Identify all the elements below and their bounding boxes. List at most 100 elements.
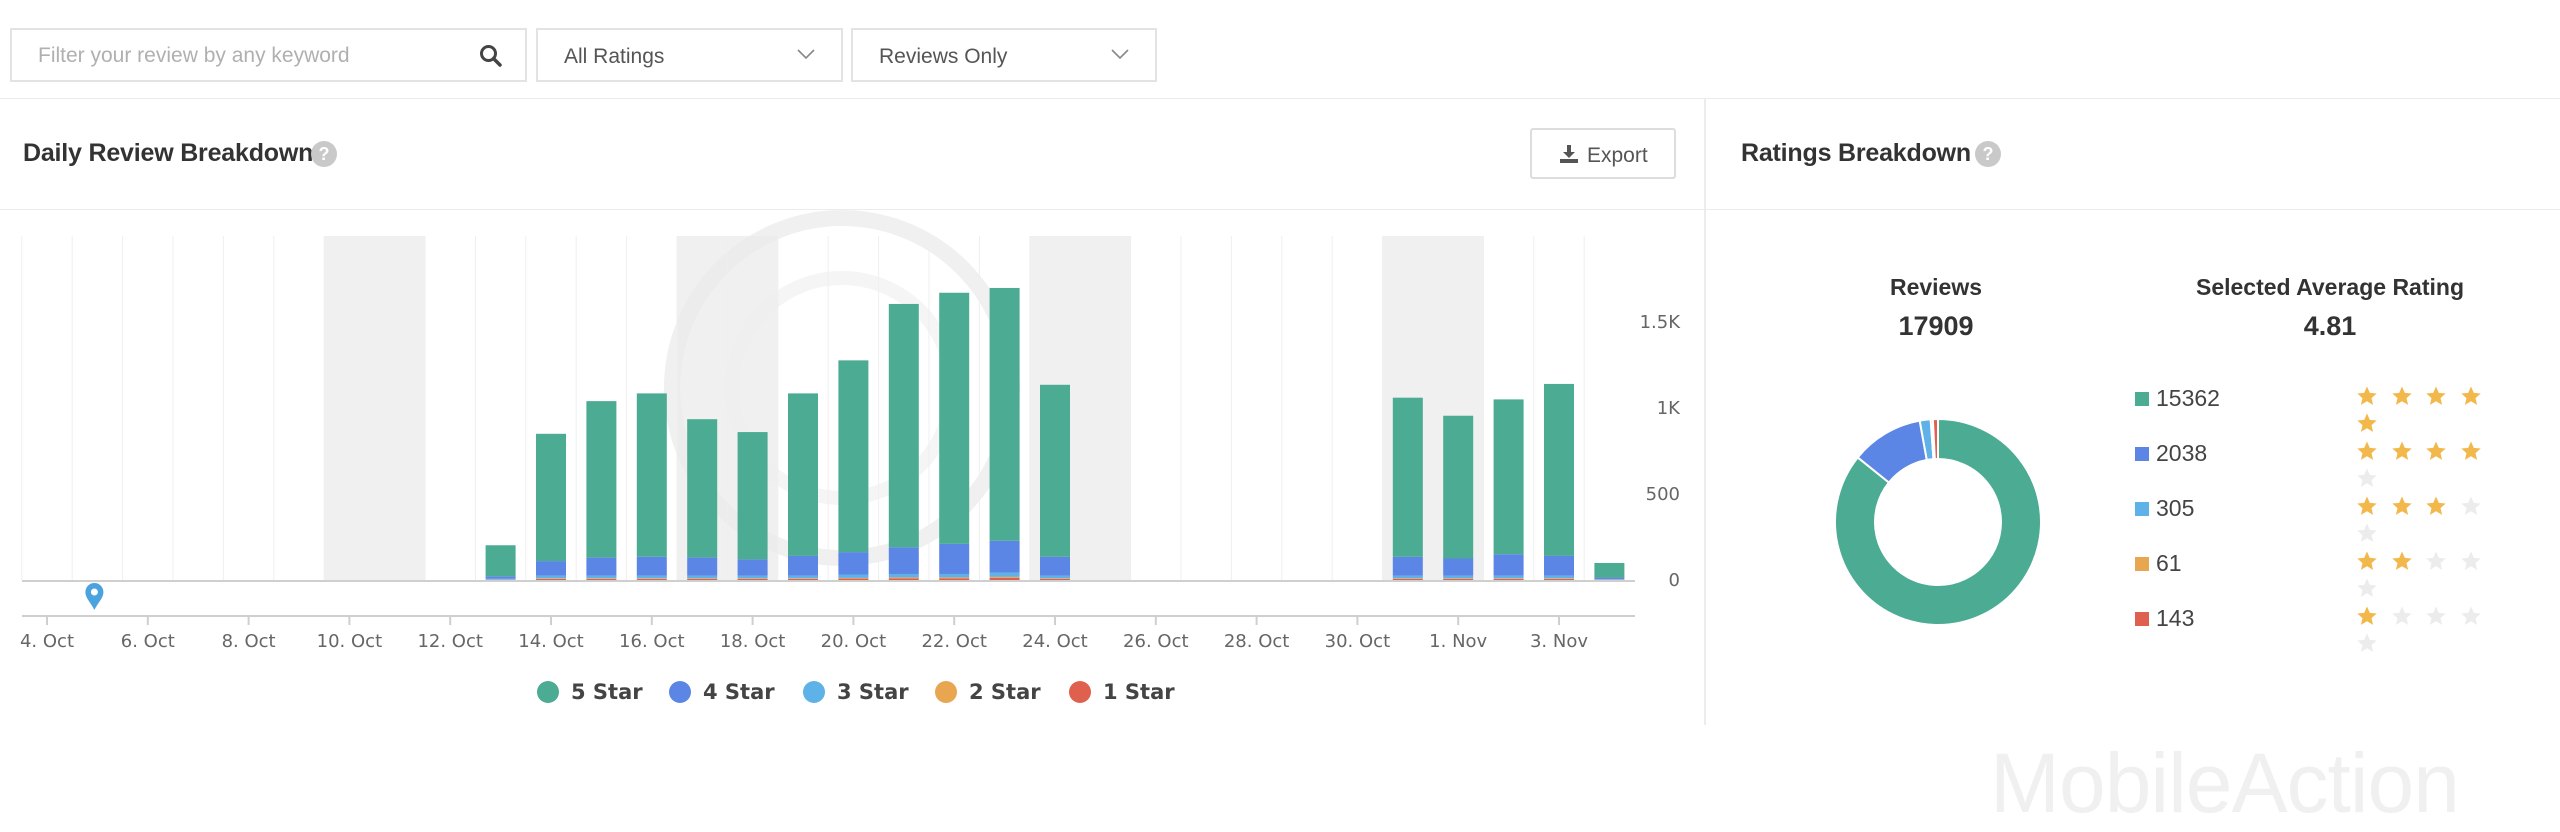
bar-2-star[interactable] bbox=[990, 577, 1020, 578]
bar-2-star[interactable] bbox=[788, 578, 818, 579]
bar-5-star[interactable] bbox=[687, 419, 717, 557]
bar-5-star[interactable] bbox=[788, 393, 818, 556]
legend-item-5-star[interactable]: 5 Star bbox=[537, 680, 643, 704]
bar-1-star[interactable] bbox=[1494, 579, 1524, 580]
bar-4-star[interactable] bbox=[536, 561, 566, 576]
bar-1-star[interactable] bbox=[1040, 579, 1070, 580]
bar-4-star[interactable] bbox=[838, 552, 868, 574]
bar-5-star[interactable] bbox=[536, 434, 566, 561]
bar-4-star[interactable] bbox=[1494, 554, 1524, 576]
bar-5-star[interactable] bbox=[1594, 563, 1624, 578]
bar-3-star[interactable] bbox=[990, 573, 1020, 577]
rating-row-5-star[interactable]: 15362 bbox=[2134, 385, 2514, 415]
bar-1-star[interactable] bbox=[536, 579, 566, 580]
bar-3-star[interactable] bbox=[536, 576, 566, 579]
bar-1-star[interactable] bbox=[788, 579, 818, 580]
bar-3-star[interactable] bbox=[486, 579, 516, 580]
bar-3-star[interactable] bbox=[586, 576, 616, 579]
bar-1-star[interactable] bbox=[838, 579, 868, 580]
bar-2-star[interactable] bbox=[838, 578, 868, 579]
map-pin-icon[interactable] bbox=[85, 583, 103, 610]
rating-row-2-star[interactable]: 61 bbox=[2134, 550, 2514, 580]
x-tick-label: 22. Oct bbox=[921, 631, 986, 652]
bar-2-star[interactable] bbox=[738, 578, 768, 579]
bar-4-star[interactable] bbox=[738, 559, 768, 575]
bar-3-star[interactable] bbox=[939, 574, 969, 577]
bar-4-star[interactable] bbox=[1594, 578, 1624, 580]
donut-slice-1-star[interactable] bbox=[1933, 419, 1938, 459]
bar-2-star[interactable] bbox=[1443, 578, 1473, 579]
bar-3-star[interactable] bbox=[1494, 576, 1524, 579]
bar-4-star[interactable] bbox=[990, 541, 1020, 573]
bar-4-star[interactable] bbox=[1393, 557, 1423, 576]
star-icon bbox=[2356, 577, 2378, 599]
bar-5-star[interactable] bbox=[889, 304, 919, 547]
bar-4-star[interactable] bbox=[637, 557, 667, 576]
legend-dot bbox=[537, 681, 559, 703]
bar-3-star[interactable] bbox=[738, 576, 768, 579]
legend-item-4-star[interactable]: 4 Star bbox=[669, 680, 775, 704]
legend-item-1-star[interactable]: 1 Star bbox=[1069, 680, 1175, 704]
bar-4-star[interactable] bbox=[1544, 556, 1574, 576]
legend-label: 5 Star bbox=[571, 680, 643, 704]
bar-3-star[interactable] bbox=[637, 576, 667, 579]
bar-4-star[interactable] bbox=[687, 558, 717, 576]
legend-item-3-star[interactable]: 3 Star bbox=[803, 680, 909, 704]
bar-5-star[interactable] bbox=[939, 293, 969, 544]
bar-2-star[interactable] bbox=[536, 578, 566, 579]
help-icon[interactable]: ? bbox=[1975, 141, 2001, 167]
bar-2-star[interactable] bbox=[687, 578, 717, 579]
bar-1-star[interactable] bbox=[687, 579, 717, 580]
bar-1-star[interactable] bbox=[738, 579, 768, 580]
bar-4-star[interactable] bbox=[486, 576, 516, 579]
bar-2-star[interactable] bbox=[1393, 578, 1423, 579]
bar-5-star[interactable] bbox=[1494, 399, 1524, 554]
bar-3-star[interactable] bbox=[1443, 576, 1473, 579]
bar-5-star[interactable] bbox=[838, 360, 868, 552]
rating-row-4-star[interactable]: 2038 bbox=[2134, 440, 2514, 470]
bar-4-star[interactable] bbox=[889, 547, 919, 574]
bar-4-star[interactable] bbox=[788, 556, 818, 576]
bar-1-star[interactable] bbox=[1544, 579, 1574, 580]
rating-row-1-star[interactable]: 143 bbox=[2134, 605, 2514, 635]
bar-5-star[interactable] bbox=[990, 288, 1020, 541]
bar-5-star[interactable] bbox=[1544, 384, 1574, 556]
bar-4-star[interactable] bbox=[939, 544, 969, 574]
legend-item-2-star[interactable]: 2 Star bbox=[935, 680, 1041, 704]
bar-1-star[interactable] bbox=[939, 578, 969, 580]
bar-4-star[interactable] bbox=[1443, 559, 1473, 576]
bar-2-star[interactable] bbox=[637, 578, 667, 579]
star-icon bbox=[2391, 495, 2413, 517]
bar-2-star[interactable] bbox=[1494, 578, 1524, 579]
bar-5-star[interactable] bbox=[1393, 398, 1423, 557]
bar-4-star[interactable] bbox=[586, 558, 616, 576]
bar-2-star[interactable] bbox=[939, 577, 969, 578]
star-icon bbox=[2460, 550, 2482, 572]
bar-4-star[interactable] bbox=[1040, 557, 1070, 576]
bar-3-star[interactable] bbox=[788, 576, 818, 579]
bar-1-star[interactable] bbox=[1443, 579, 1473, 580]
bar-3-star[interactable] bbox=[1393, 576, 1423, 579]
bar-1-star[interactable] bbox=[889, 578, 919, 580]
bar-5-star[interactable] bbox=[586, 401, 616, 558]
bar-5-star[interactable] bbox=[1443, 416, 1473, 559]
bar-1-star[interactable] bbox=[1393, 579, 1423, 580]
bar-3-star[interactable] bbox=[1040, 576, 1070, 579]
bar-5-star[interactable] bbox=[738, 432, 768, 559]
bar-2-star[interactable] bbox=[586, 578, 616, 579]
star-icon bbox=[2391, 550, 2413, 572]
bar-3-star[interactable] bbox=[1544, 576, 1574, 579]
bar-1-star[interactable] bbox=[586, 579, 616, 580]
bar-1-star[interactable] bbox=[637, 579, 667, 580]
bar-5-star[interactable] bbox=[486, 545, 516, 576]
rating-row-3-star[interactable]: 305 bbox=[2134, 495, 2514, 525]
bar-2-star[interactable] bbox=[1544, 578, 1574, 579]
bar-3-star[interactable] bbox=[838, 574, 868, 577]
bar-3-star[interactable] bbox=[687, 576, 717, 579]
bar-5-star[interactable] bbox=[637, 393, 667, 556]
bar-3-star[interactable] bbox=[889, 574, 919, 577]
bar-2-star[interactable] bbox=[1040, 578, 1070, 579]
bar-5-star[interactable] bbox=[1040, 385, 1070, 557]
bar-1-star[interactable] bbox=[990, 578, 1020, 580]
bar-2-star[interactable] bbox=[889, 577, 919, 578]
